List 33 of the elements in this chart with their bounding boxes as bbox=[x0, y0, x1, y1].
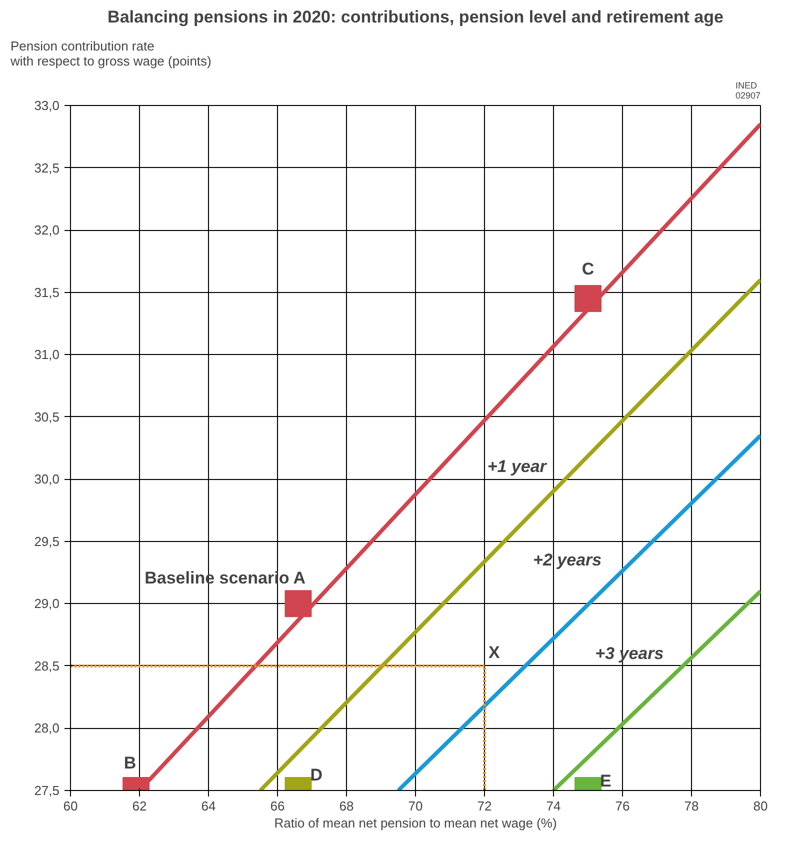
x-tick-label: 64 bbox=[201, 798, 216, 814]
y-tick-label: 31,0 bbox=[34, 347, 60, 362]
x-tick-label: 74 bbox=[546, 798, 561, 814]
y-tick-label: 31,5 bbox=[34, 284, 60, 300]
x-tick-label: 78 bbox=[684, 798, 699, 814]
y-tick-label: 30,0 bbox=[34, 472, 60, 487]
y-tick-label: 32,0 bbox=[34, 222, 60, 238]
x-tick-label: 60 bbox=[63, 798, 78, 814]
series-label: +2 years bbox=[533, 550, 602, 570]
x-tick-label: 62 bbox=[132, 798, 147, 814]
y-tick-label: 30,5 bbox=[34, 409, 60, 424]
y-tick-label: 27,5 bbox=[34, 783, 60, 798]
x-axis-title: Ratio of mean net pension to mean net wage (%) bbox=[274, 816, 557, 830]
y-tick-label: 33,0 bbox=[34, 98, 60, 113]
y-tick-label: 29,5 bbox=[34, 534, 60, 549]
annotation: D bbox=[310, 766, 322, 784]
annotation: C bbox=[582, 260, 594, 279]
y-tick-label: 29,0 bbox=[34, 596, 60, 612]
x-tick-label: 80 bbox=[753, 798, 768, 814]
x-tick-label: 70 bbox=[408, 798, 423, 814]
x-tick-label: 72 bbox=[477, 798, 492, 814]
y-tick-label: 32,5 bbox=[34, 160, 60, 176]
y-tick-label: 28,0 bbox=[34, 720, 60, 736]
x-tick-label: 66 bbox=[270, 798, 285, 814]
text: INED 02907 bbox=[735, 80, 761, 100]
x-tick-label: 76 bbox=[615, 798, 630, 814]
annotation: B bbox=[124, 754, 136, 772]
y-axis-title: Pension contribution rate with respect to gross wage (points) bbox=[10, 38, 212, 68]
x-tick-label: 68 bbox=[339, 798, 354, 814]
series-label: +1 year bbox=[487, 457, 548, 476]
y-tick-label: 28,5 bbox=[34, 658, 60, 674]
chart-title: Balancing pensions in 2020: contributions, pension level and retirement age bbox=[108, 8, 724, 26]
annotation: X bbox=[488, 642, 500, 662]
